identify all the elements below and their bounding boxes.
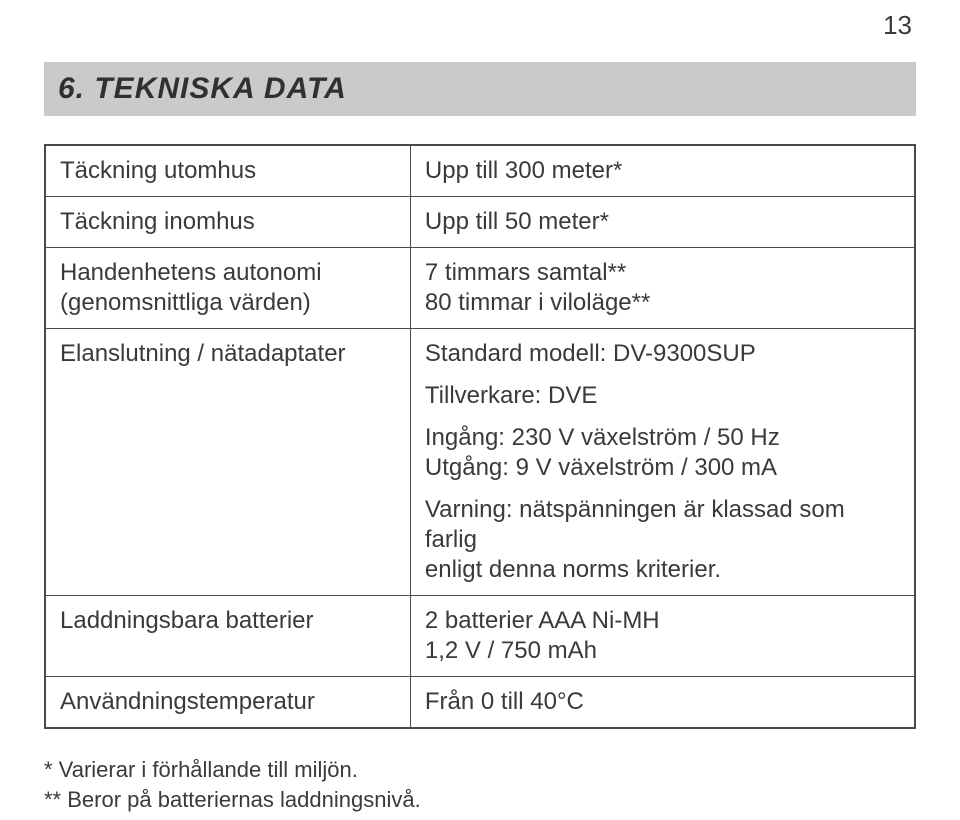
value-line: enligt denna norms kriterier.	[425, 556, 721, 583]
value-line: Ingång: 230 V växelström / 50 Hz	[425, 424, 780, 451]
spec-value: Upp till 300 meter*	[410, 145, 915, 197]
footnote: * Varierar i förhållande till miljön.	[44, 757, 916, 783]
footnotes: * Varierar i förhållande till miljön. **…	[44, 757, 916, 813]
value-line: 80 timmar i viloläge**	[425, 289, 650, 316]
spec-value: 7 timmars samtal** 80 timmar i viloläge*…	[410, 248, 915, 329]
section-heading: 6. TEKNISKA DATA	[44, 62, 916, 116]
page-number: 13	[883, 10, 912, 41]
spec-label: Handenhetens autonomi (genomsnittliga vä…	[45, 248, 410, 329]
spec-label: Täckning inomhus	[45, 197, 410, 248]
spec-value: Upp till 50 meter*	[410, 197, 915, 248]
table-row: Laddningsbara batterier 2 batterier AAA …	[45, 596, 915, 677]
spec-table: Täckning utomhus Upp till 300 meter* Täc…	[44, 144, 916, 729]
footnote: ** Beror på batteriernas laddningsnivå.	[44, 787, 916, 813]
table-row: Täckning inomhus Upp till 50 meter*	[45, 197, 915, 248]
page: 13 6. TEKNISKA DATA Täckning utomhus Upp…	[0, 0, 960, 820]
spec-value: Standard modell: DV-9300SUP Tillverkare:…	[410, 329, 915, 596]
spec-label: Användningstemperatur	[45, 677, 410, 729]
table-row: Täckning utomhus Upp till 300 meter*	[45, 145, 915, 197]
value-line: 1,2 V / 750 mAh	[425, 637, 597, 664]
value-para: Tillverkare: DVE	[425, 381, 900, 411]
value-para: Varning: nätspänningen är klassad som fa…	[425, 495, 900, 585]
label-line: (genomsnittliga värden)	[60, 289, 311, 316]
table-row: Elanslutning / nätadaptater Standard mod…	[45, 329, 915, 596]
value-line: 7 timmars samtal**	[425, 259, 626, 286]
spec-value: Från 0 till 40°C	[410, 677, 915, 729]
value-line: Varning: nätspänningen är klassad som fa…	[425, 496, 845, 553]
spec-label: Täckning utomhus	[45, 145, 410, 197]
spec-label: Laddningsbara batterier	[45, 596, 410, 677]
table-row: Användningstemperatur Från 0 till 40°C	[45, 677, 915, 729]
value-line: Utgång: 9 V växelström / 300 mA	[425, 454, 777, 481]
spec-value: 2 batterier AAA Ni-MH 1,2 V / 750 mAh	[410, 596, 915, 677]
value-para: Standard modell: DV-9300SUP	[425, 339, 900, 369]
label-line: Handenhetens autonomi	[60, 259, 322, 286]
table-row: Handenhetens autonomi (genomsnittliga vä…	[45, 248, 915, 329]
value-line: 2 batterier AAA Ni-MH	[425, 607, 660, 634]
spec-label: Elanslutning / nätadaptater	[45, 329, 410, 596]
value-para: Ingång: 230 V växelström / 50 Hz Utgång:…	[425, 423, 900, 483]
